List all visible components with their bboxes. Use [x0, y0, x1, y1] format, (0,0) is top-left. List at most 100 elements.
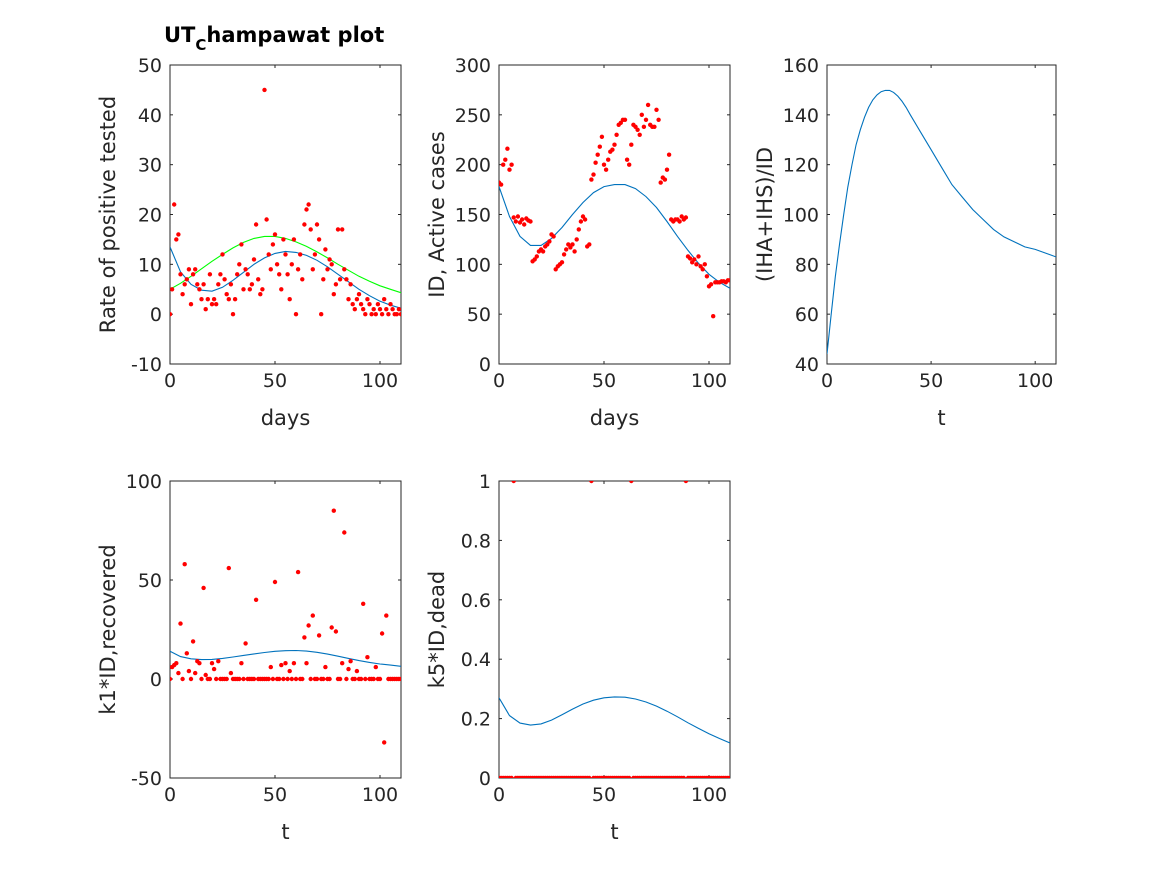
- chart-active-cases: 0 50 100 0 50 100 150 200 250 300 days ID, Active c…: [425, 55, 731, 430]
- data-point: [342, 267, 347, 272]
- data-point: [302, 222, 307, 227]
- data-point: [662, 177, 668, 182]
- data-point: [382, 297, 387, 302]
- data-point: [610, 147, 615, 152]
- data-point: [304, 661, 309, 666]
- data-point: [199, 676, 204, 682]
- data-point: [511, 481, 516, 484]
- y-tick-label: 100: [126, 471, 162, 493]
- data-point: [201, 282, 206, 287]
- data-point: [681, 775, 686, 778]
- data-point: [396, 307, 401, 312]
- plot-frame: [498, 480, 731, 779]
- data-point: [310, 267, 315, 272]
- data-point: [251, 676, 257, 682]
- data-point: [260, 287, 265, 292]
- data-point: [293, 312, 299, 317]
- data-point: [658, 180, 663, 185]
- data-point: [629, 481, 634, 484]
- data-point: [279, 662, 284, 668]
- data-point: [182, 282, 187, 287]
- data-point: [711, 314, 716, 319]
- x-axis-label: t: [281, 820, 289, 844]
- data-point: [216, 659, 221, 664]
- data-point: [188, 302, 194, 307]
- data-point: [214, 302, 219, 307]
- data-point: [694, 262, 699, 267]
- data-point: [287, 297, 292, 302]
- y-tick-label: 1: [479, 471, 491, 493]
- data-point: [176, 232, 181, 237]
- x-axis-label: days: [261, 406, 311, 430]
- data-point: [499, 182, 504, 187]
- data-point: [652, 124, 657, 129]
- data-point: [285, 676, 290, 682]
- data-point: [283, 661, 288, 666]
- data-point: [300, 277, 305, 282]
- chart-iha-ihs-ratio: 0 50 100 40 60 80 100 120 140 160 t (IHA+IHS)/ID: [753, 55, 1057, 430]
- data-point: [509, 162, 514, 167]
- data-point: [639, 112, 644, 118]
- data-point: [637, 132, 642, 137]
- data-point: [505, 146, 510, 151]
- data-point: [595, 152, 600, 157]
- data-point: [373, 664, 378, 670]
- data-point: [253, 222, 259, 227]
- data-point: [279, 287, 284, 292]
- data-point: [331, 292, 336, 297]
- y-axis-label: k5*ID,dead: [425, 571, 449, 689]
- data-point: [664, 167, 670, 172]
- data-point: [188, 676, 194, 682]
- data-point: [216, 282, 221, 287]
- data-point: [239, 661, 244, 666]
- data-point: [319, 312, 324, 317]
- data-point: [211, 297, 217, 302]
- x-axis-label: days: [590, 406, 640, 430]
- data-point: [377, 676, 383, 682]
- data-point: [394, 312, 399, 317]
- data-point: [268, 664, 273, 670]
- data-point: [182, 562, 187, 567]
- data-point: [696, 254, 701, 259]
- data-point: [170, 287, 175, 292]
- x-tick-label: 100: [691, 784, 727, 806]
- data-point: [266, 252, 271, 257]
- data-point: [201, 585, 206, 591]
- x-axis-label: t: [610, 820, 618, 844]
- data-point: [247, 287, 252, 292]
- x-tick-label: 100: [362, 784, 398, 806]
- data-point: [369, 312, 374, 317]
- data-point: [601, 162, 607, 167]
- data-point: [522, 222, 527, 227]
- data-point: [534, 254, 539, 259]
- data-point: [295, 267, 301, 272]
- data-point: [687, 256, 693, 261]
- data-point: [578, 219, 584, 224]
- data-point: [268, 267, 273, 272]
- data-point: [398, 676, 401, 682]
- data-point: [243, 267, 248, 272]
- data-point: [587, 242, 592, 247]
- data-point: [371, 676, 376, 682]
- data-point: [365, 297, 370, 302]
- data-point: [329, 625, 334, 630]
- data-point: [708, 282, 714, 287]
- data-point: [302, 635, 307, 640]
- y-tick-label: 0.8: [461, 530, 491, 552]
- x-tick-label: 50: [263, 370, 287, 392]
- figure-title: UTChampawat plot: [164, 23, 384, 54]
- data-point: [298, 252, 303, 257]
- x-tick-label: 50: [919, 370, 943, 392]
- x-tick-label: 0: [493, 784, 505, 806]
- data-point: [218, 272, 223, 277]
- data-point: [513, 219, 518, 224]
- data-point: [683, 215, 689, 220]
- data-point: [329, 262, 334, 267]
- data-point: [272, 232, 278, 237]
- y-tick-label: 50: [467, 304, 491, 326]
- y-tick-label: 0.2: [461, 709, 491, 731]
- data-point: [643, 117, 649, 123]
- data-point: [256, 277, 261, 282]
- data-point: [361, 307, 366, 312]
- y-tick-label: 0.6: [461, 590, 491, 612]
